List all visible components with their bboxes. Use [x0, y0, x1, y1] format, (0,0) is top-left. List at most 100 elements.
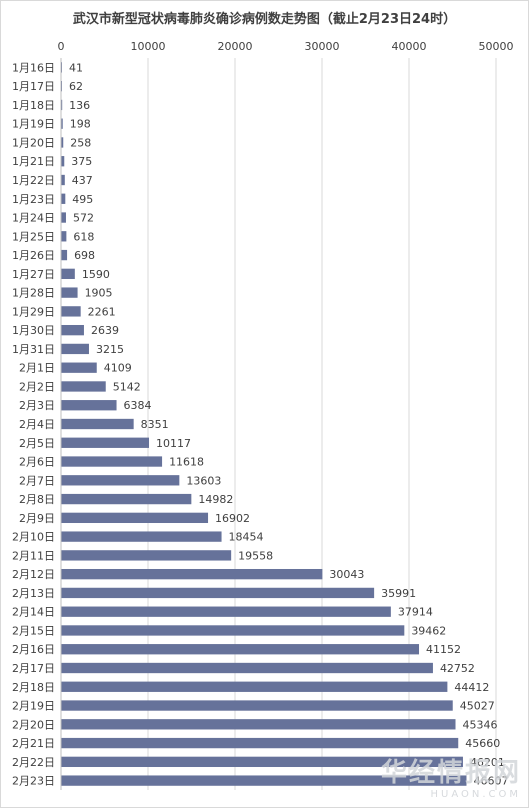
- category-label: 1月20日: [12, 136, 55, 149]
- x-tick-label: 20000: [218, 40, 253, 53]
- watermark: 华经情报网 HUAON.COM: [381, 752, 521, 800]
- bar: [61, 775, 467, 786]
- bar: [61, 418, 134, 430]
- x-tick-label: 50000: [479, 40, 514, 53]
- data-label: 16902: [215, 512, 250, 525]
- category-label: 1月30日: [12, 324, 55, 337]
- category-label: 2月20日: [12, 718, 55, 731]
- category-labels: 1月16日 1月17日 1月18日 1月19日 1月20日 1月21日 1月22日 1月23日…: [12, 61, 55, 787]
- category-label: 1月29日: [12, 305, 55, 318]
- bar: [61, 737, 459, 749]
- category-label: 1月28日: [12, 287, 55, 300]
- category-label: 2月2日: [19, 380, 55, 393]
- data-label: 11618: [169, 456, 204, 469]
- bar: [61, 587, 375, 599]
- data-label: 4109: [104, 362, 132, 375]
- data-label: 44412: [454, 681, 489, 694]
- bar: [61, 249, 68, 261]
- category-label: 1月18日: [12, 99, 55, 112]
- data-label: 1905: [85, 287, 113, 300]
- data-label: 35991: [381, 587, 416, 600]
- bar: [61, 606, 391, 617]
- x-tick-label: 30000: [305, 40, 340, 53]
- data-label: 39462: [411, 624, 446, 637]
- category-label: 1月16日: [12, 61, 55, 74]
- bar: [61, 700, 453, 711]
- bar: [61, 493, 192, 505]
- data-label: 375: [71, 155, 92, 168]
- category-label: 2月1日: [19, 362, 55, 375]
- category-label: 2月19日: [12, 700, 55, 713]
- bar: [61, 268, 75, 280]
- data-label: 495: [72, 193, 93, 206]
- category-label: 1月17日: [12, 80, 55, 93]
- watermark-domain: HUAON.COM: [430, 789, 521, 800]
- category-label: 2月11日: [12, 549, 55, 562]
- category-label: 1月22日: [12, 174, 55, 187]
- data-label: 5142: [113, 380, 141, 393]
- category-label: 1月25日: [12, 230, 55, 243]
- data-label: 198: [70, 118, 91, 131]
- data-label: 572: [73, 212, 94, 225]
- data-label: 41: [69, 61, 83, 74]
- data-label: 698: [74, 249, 95, 262]
- x-tick-label: 0: [58, 40, 65, 53]
- category-label: 1月27日: [12, 268, 55, 281]
- bar: [61, 437, 150, 448]
- bar: [61, 193, 66, 204]
- bars: [61, 62, 467, 786]
- category-label: 1月26日: [12, 249, 55, 262]
- bar: [61, 99, 63, 111]
- bar: [61, 362, 97, 373]
- category-label: 2月3日: [19, 399, 55, 412]
- bar: [61, 531, 222, 542]
- data-label: 2261: [88, 305, 116, 318]
- data-label: 45660: [465, 737, 500, 750]
- data-label: 19558: [238, 549, 273, 562]
- bar: [61, 681, 448, 692]
- category-label: 1月31日: [12, 343, 55, 356]
- category-label: 2月18日: [12, 681, 55, 694]
- bar: [61, 400, 117, 411]
- bar: [61, 137, 64, 148]
- category-label: 2月16日: [12, 643, 55, 656]
- data-label: 2639: [91, 324, 119, 337]
- bar: [61, 719, 456, 730]
- data-label: 437: [72, 174, 93, 187]
- data-label: 37914: [398, 606, 433, 619]
- data-label: 8351: [141, 418, 169, 431]
- bar: [61, 662, 433, 674]
- category-label: 2月10日: [12, 531, 55, 544]
- category-label: 2月9日: [19, 512, 55, 525]
- data-label: 618: [73, 230, 94, 243]
- bar: [61, 550, 232, 561]
- data-label: 30043: [329, 568, 364, 581]
- bar: [61, 644, 420, 655]
- bar: [61, 231, 67, 242]
- category-label: 2月22日: [12, 756, 55, 769]
- data-label: 6384: [124, 399, 152, 412]
- category-label: 2月5日: [19, 437, 55, 450]
- data-label: 3215: [96, 343, 124, 356]
- data-label: 45346: [463, 718, 498, 731]
- bar: [61, 156, 65, 167]
- category-label: 2月15日: [12, 624, 55, 637]
- data-label: 46607: [473, 775, 508, 788]
- bar: [61, 287, 78, 298]
- bar: [61, 212, 66, 223]
- bar: [61, 343, 89, 355]
- category-label: 1月23日: [12, 193, 55, 206]
- bar: [61, 625, 405, 636]
- category-label: 2月17日: [12, 662, 55, 675]
- x-tick-label: 40000: [392, 40, 427, 53]
- x-tick-labels: 0 10000 20000 30000 40000 50000: [58, 40, 514, 53]
- data-label: 10117: [156, 437, 191, 450]
- data-label: 1590: [82, 268, 110, 281]
- data-label: 136: [69, 99, 90, 112]
- category-label: 2月8日: [19, 493, 55, 506]
- category-label: 2月14日: [12, 606, 55, 619]
- category-label: 1月24日: [12, 212, 55, 225]
- data-label: 18454: [229, 531, 264, 544]
- bar: [61, 174, 65, 186]
